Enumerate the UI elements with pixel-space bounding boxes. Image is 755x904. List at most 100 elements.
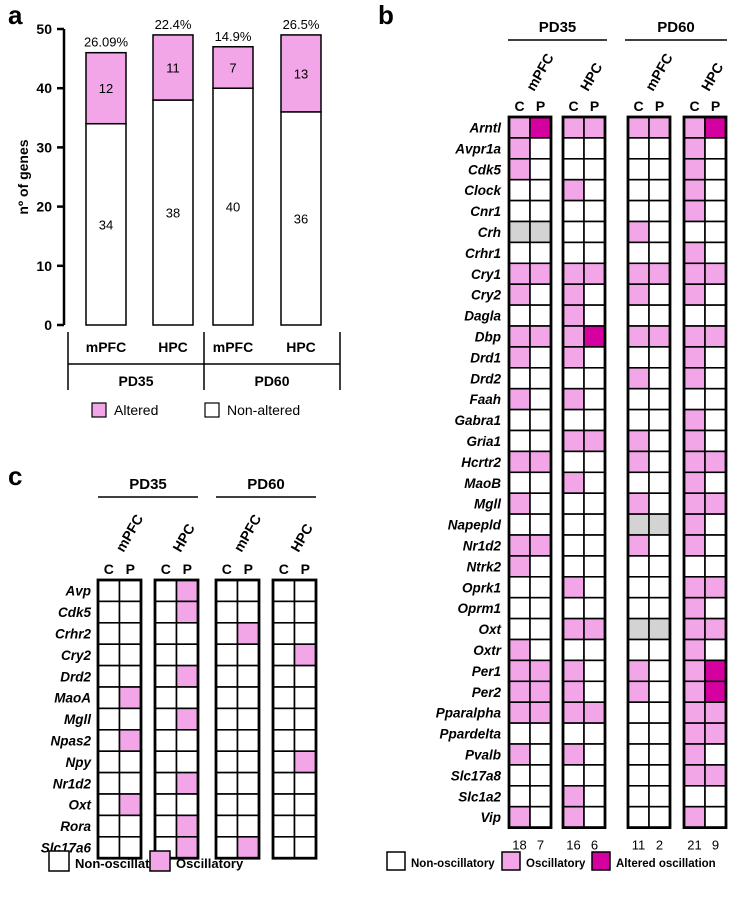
- heatmap-cell: [583, 220, 606, 244]
- region-label: mPFC: [642, 50, 676, 93]
- heatmap-cell: [704, 241, 727, 265]
- heatmap-cell: [583, 325, 606, 348]
- region-label: mPFC: [112, 511, 146, 554]
- heatmap-cell: [627, 241, 650, 265]
- gene-label: Drd2: [60, 669, 91, 684]
- heatmap-cell: [529, 429, 552, 453]
- column-label: P: [183, 561, 192, 577]
- heatmap-cell: [272, 686, 296, 710]
- heatmap-cell: [562, 764, 585, 787]
- gene-label: Dbp: [475, 329, 501, 344]
- gene-label: Oprk1: [462, 580, 501, 595]
- heatmap-cell: [683, 701, 706, 724]
- heatmap-cell: [118, 793, 142, 817]
- bar-non-altered: [85, 122, 127, 326]
- gene-label: MaoA: [54, 691, 91, 706]
- heatmap-cell: [683, 784, 706, 808]
- heatmap-cell: [627, 346, 650, 369]
- heatmap-cell: [154, 600, 178, 624]
- heatmap-cell: [508, 158, 531, 181]
- y-tick-label: 50: [36, 21, 52, 37]
- heatmap-cell: [627, 534, 650, 557]
- bar-value-non-altered: 40: [226, 200, 240, 215]
- heatmap-cell: [704, 408, 727, 432]
- heatmap-cell: [236, 814, 260, 838]
- heatmap-cell: [508, 199, 531, 223]
- heatmap-cell: [293, 664, 317, 688]
- heatmap-cell: [508, 471, 531, 494]
- heatmap-cell: [648, 722, 671, 745]
- y-tick-label: 20: [36, 199, 52, 215]
- heatmap-cell: [215, 835, 239, 859]
- heatmap-cell: [648, 784, 671, 808]
- heatmap-cell: [583, 346, 606, 369]
- group-label: PD35: [118, 373, 153, 389]
- heatmap-cell: [154, 728, 178, 752]
- legend-label: Non-oscillatory: [75, 856, 170, 871]
- block-outline: [561, 115, 607, 829]
- heatmap-cell: [508, 534, 531, 557]
- heatmap-cell: [648, 178, 671, 202]
- heatmap-cell: [508, 116, 531, 139]
- heatmap-cell: [683, 408, 706, 432]
- panel-a-bar-chart: 0 10 20 30 40 50 nº of genes 34 12 26.09% mPFC 38 11…: [15, 17, 341, 418]
- group-label: PD35: [129, 476, 167, 493]
- heatmap-cell: [118, 600, 142, 624]
- heatmap-cell: [97, 621, 121, 645]
- y-tick-label: 30: [36, 139, 52, 155]
- heatmap-cell: [683, 471, 706, 494]
- heatmap-cell: [583, 596, 606, 620]
- heatmap-cell: [583, 805, 606, 829]
- heatmap-cell: [529, 617, 552, 641]
- heatmap-cell: [583, 241, 606, 265]
- gene-label: Oxt: [478, 622, 501, 637]
- heatmap-cell: [562, 408, 585, 432]
- heatmap-cell: [236, 793, 260, 817]
- heatmap-cell: [118, 686, 142, 710]
- heatmap-cell: [508, 492, 531, 515]
- heatmap-cell: [293, 600, 317, 624]
- heatmap-cell: [508, 659, 531, 683]
- block-outline: [214, 578, 261, 860]
- heatmap-cell: [293, 579, 317, 603]
- heatmap-cell: [508, 513, 531, 536]
- heatmap-cell: [583, 575, 606, 599]
- heatmap-cell: [683, 137, 706, 160]
- heatmap-cell: [529, 638, 552, 662]
- heatmap-cell: [648, 387, 671, 411]
- heatmap-cell: [583, 366, 606, 390]
- heatmap-cell: [215, 771, 239, 795]
- y-tick-label: 40: [36, 80, 52, 96]
- heatmap-cell: [118, 643, 142, 667]
- heatmap-cell: [118, 579, 142, 603]
- heatmap-cell: [508, 366, 531, 390]
- heatmap-cell: [627, 492, 650, 515]
- heatmap-cell: [648, 617, 671, 641]
- heatmap-cell: [562, 722, 585, 745]
- region-label: HPC: [169, 521, 198, 555]
- heatmap-cell: [627, 575, 650, 599]
- percent-label: 26.09%: [84, 35, 129, 50]
- heatmap-cell: [508, 743, 531, 766]
- heatmap-cell: [583, 137, 606, 160]
- heatmap-cell: [648, 262, 671, 285]
- column-label: C: [514, 98, 524, 114]
- heatmap-cell: [648, 408, 671, 432]
- legend-swatch: [591, 851, 611, 871]
- heatmap-cell: [215, 643, 239, 667]
- gene-label: Cry2: [471, 288, 502, 303]
- heatmap-cell: [683, 220, 706, 244]
- region-label: HPC: [287, 521, 316, 555]
- block-outline: [96, 578, 143, 860]
- heatmap-cell: [529, 387, 552, 411]
- heatmap-cell: [215, 707, 239, 731]
- heatmap-cell: [508, 764, 531, 787]
- heatmap-cell: [175, 643, 199, 667]
- heatmap-cell: [272, 835, 296, 859]
- heatmap-cell: [704, 137, 727, 160]
- heatmap-cell: [683, 680, 706, 703]
- heatmap-cell: [118, 728, 142, 752]
- heatmap-cell: [236, 771, 260, 795]
- heatmap-cell: [583, 492, 606, 515]
- column-label: P: [711, 98, 720, 114]
